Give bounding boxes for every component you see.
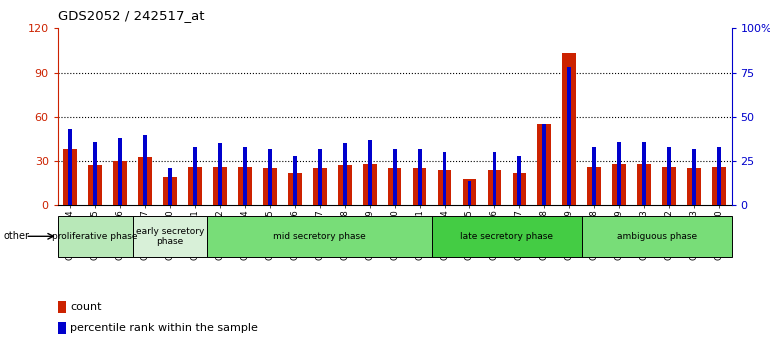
Bar — [487, 170, 501, 205]
Bar — [662, 167, 676, 205]
Text: mid secretory phase: mid secretory phase — [273, 232, 367, 241]
Bar — [288, 173, 302, 205]
Bar — [132, 216, 207, 257]
Bar — [618, 142, 621, 205]
Bar — [592, 147, 596, 205]
Bar — [343, 143, 346, 205]
Bar — [388, 169, 401, 205]
Bar — [163, 177, 177, 205]
Bar — [113, 161, 127, 205]
Bar — [207, 216, 432, 257]
Bar — [513, 173, 526, 205]
Bar — [89, 166, 102, 205]
Bar — [567, 67, 571, 205]
Bar — [263, 169, 276, 205]
Bar — [168, 168, 172, 205]
Bar — [417, 149, 421, 205]
Bar — [143, 135, 147, 205]
Bar — [582, 216, 732, 257]
Text: early secretory
phase: early secretory phase — [136, 227, 204, 246]
Bar — [119, 138, 122, 205]
Text: ambiguous phase: ambiguous phase — [617, 232, 697, 241]
Bar — [313, 169, 326, 205]
Bar — [69, 129, 72, 205]
Bar — [213, 167, 227, 205]
Bar — [58, 322, 66, 334]
Text: late secretory phase: late secretory phase — [460, 232, 554, 241]
Bar — [463, 179, 477, 205]
Bar — [63, 149, 77, 205]
Bar — [562, 53, 576, 205]
Bar — [467, 181, 471, 205]
Bar — [338, 166, 352, 205]
Text: other: other — [4, 231, 30, 241]
Bar — [687, 169, 701, 205]
Bar — [238, 167, 252, 205]
Text: proliferative phase: proliferative phase — [52, 232, 138, 241]
Bar — [368, 140, 372, 205]
Bar — [517, 156, 521, 205]
Bar — [268, 149, 272, 205]
Bar — [243, 147, 247, 205]
Bar — [588, 167, 601, 205]
Bar — [218, 143, 222, 205]
Bar — [542, 124, 546, 205]
Bar — [692, 149, 696, 205]
Text: count: count — [70, 302, 102, 312]
Text: percentile rank within the sample: percentile rank within the sample — [70, 323, 258, 333]
Bar — [712, 167, 726, 205]
Bar — [638, 164, 651, 205]
Bar — [139, 156, 152, 205]
Bar — [393, 149, 397, 205]
Bar — [58, 301, 66, 313]
Bar — [493, 152, 497, 205]
Bar — [193, 147, 197, 205]
Bar — [642, 142, 646, 205]
Bar — [188, 167, 202, 205]
Bar — [667, 147, 671, 205]
Bar — [612, 164, 626, 205]
Bar — [293, 156, 296, 205]
Bar — [443, 152, 447, 205]
Bar — [58, 216, 132, 257]
Bar — [537, 124, 551, 205]
Bar — [413, 169, 427, 205]
Bar — [717, 147, 721, 205]
Bar — [437, 170, 451, 205]
Bar — [363, 164, 377, 205]
Bar — [318, 149, 322, 205]
Bar — [93, 142, 97, 205]
Text: GDS2052 / 242517_at: GDS2052 / 242517_at — [58, 9, 204, 22]
Bar — [432, 216, 582, 257]
